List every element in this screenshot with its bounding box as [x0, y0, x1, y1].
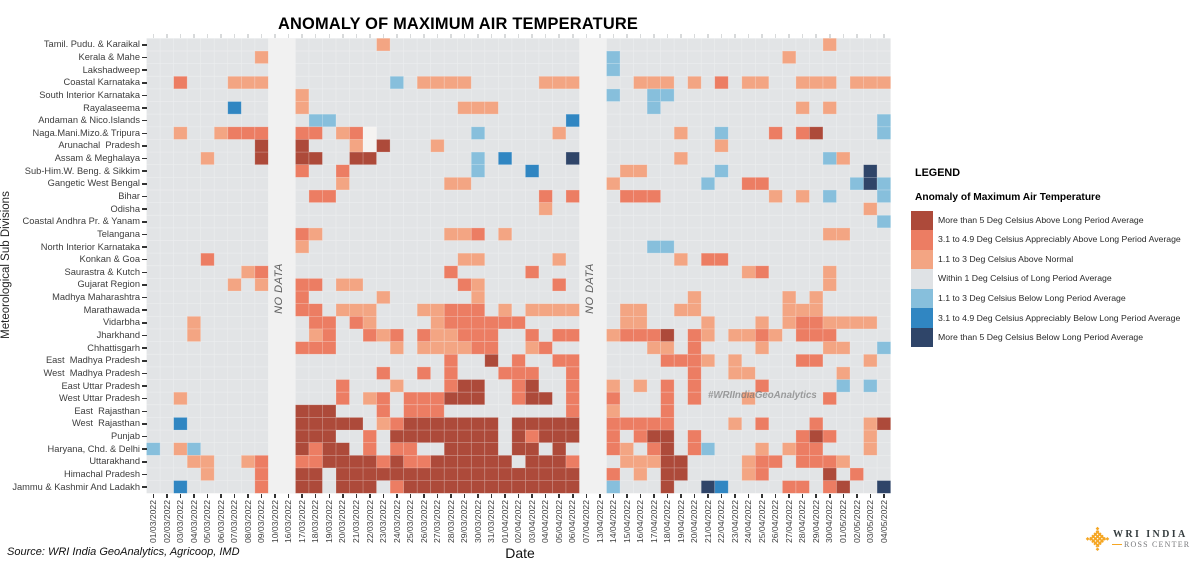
svg-text:NO DATA: NO DATA: [584, 263, 596, 314]
svg-text:NO DATA: NO DATA: [273, 263, 285, 314]
